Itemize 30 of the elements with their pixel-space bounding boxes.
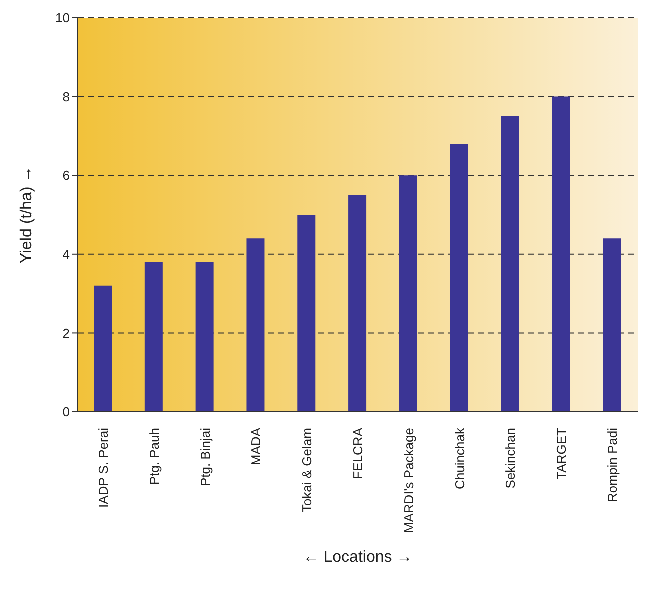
bar	[196, 262, 214, 412]
x-tick-label: MADA	[248, 428, 264, 466]
y-tick-label: 6	[62, 168, 70, 184]
y-tick-label: 8	[62, 89, 70, 104]
bar	[552, 96, 570, 412]
x-tick-label: IADP S. Perai	[96, 428, 111, 508]
y-tick-label: 4	[62, 247, 70, 262]
y-tick-label: 0	[62, 404, 70, 420]
bar	[94, 286, 112, 412]
x-tick-label: MARDI's Package	[401, 428, 416, 534]
bar	[348, 195, 367, 412]
bar	[603, 238, 622, 412]
bar	[298, 215, 316, 412]
x-axis-title: ← Locations →	[303, 549, 413, 566]
x-tick-label: FELCRA	[350, 428, 366, 480]
bar	[144, 262, 163, 412]
x-tick-label: Rompin Padi	[605, 428, 620, 502]
y-tick-label: 10	[56, 10, 70, 26]
y-axis-title: Yield (t/ha) →	[18, 166, 36, 264]
x-tick-label: Sekinchan	[503, 428, 518, 489]
bar	[399, 176, 418, 412]
x-tick-label: TARGET	[554, 428, 570, 480]
bar	[450, 144, 468, 412]
x-tick-label: Ptg. Pauh	[146, 428, 162, 486]
x-tick-label: Chuinchak	[452, 428, 468, 490]
bar	[501, 116, 520, 412]
x-tick-label: Tokai & Gelam	[300, 428, 315, 513]
bar	[246, 238, 265, 412]
x-tick-label: Ptg. Binjai	[198, 428, 213, 487]
y-tick-label: 2	[62, 326, 70, 341]
